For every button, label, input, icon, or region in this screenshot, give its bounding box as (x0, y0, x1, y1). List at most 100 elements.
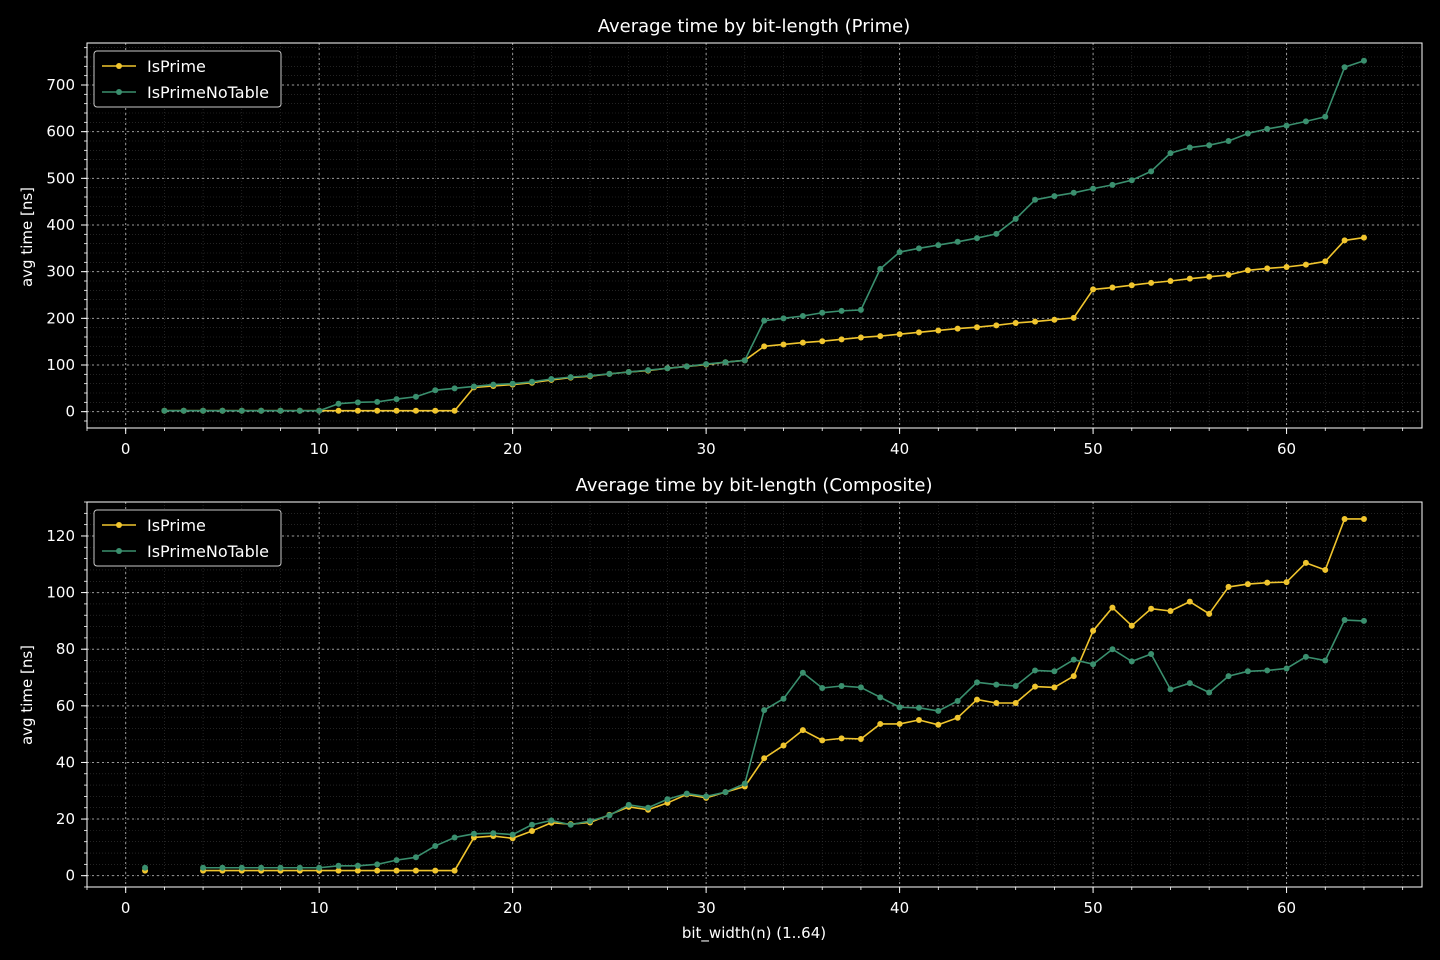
prime-isprime-point (935, 327, 942, 334)
composite-isprime-point (857, 735, 864, 742)
prime-ytick-label: 300 (46, 263, 75, 281)
prime-isprime-point (1206, 273, 1213, 280)
composite-isprimenotable-point (799, 669, 806, 676)
composite-isprime-point (1186, 598, 1193, 605)
prime-isprime-point (1012, 320, 1019, 326)
prime-isprime-point (1225, 271, 1232, 278)
prime-isprime-point (1244, 267, 1251, 274)
prime-legend-isprimenotable-label: IsPrimeNoTable (147, 83, 269, 102)
prime-isprimenotable-point (548, 376, 555, 382)
composite-xtick-label: 30 (697, 899, 716, 917)
composite-isprime-point (335, 867, 342, 874)
composite-legend-isprimenotable-marker (116, 548, 122, 554)
composite-isprime-point (1206, 610, 1213, 617)
prime-isprime-point (1264, 265, 1271, 272)
composite-isprime-point (915, 716, 922, 723)
prime-isprime-point (896, 331, 903, 338)
composite-chart-legend: IsPrime IsPrimeNoTable (93, 509, 282, 567)
composite-isprimenotable-point (1206, 689, 1213, 696)
composite-isprime-point (974, 696, 980, 703)
prime-chart-grid (86, 43, 1422, 428)
composite-isprimenotable-point (761, 707, 768, 714)
prime-isprime-point (915, 329, 922, 336)
composite-isprimenotable-point (625, 801, 632, 808)
composite-isprimenotable-point (1032, 667, 1039, 674)
prime-isprime-point (1283, 264, 1290, 270)
prime-isprimenotable-point (819, 309, 826, 316)
prime-xtick-label: 0 (121, 440, 131, 458)
prime-chart-ylabel: avg time [ns] (18, 187, 36, 287)
composite-isprimenotable-point (238, 864, 245, 871)
prime-isprimenotable-point (1070, 189, 1077, 196)
composite-isprime-point (761, 755, 768, 762)
composite-legend-box (93, 509, 282, 567)
prime-isprime-point (838, 336, 845, 343)
composite-ytick-label: 100 (46, 584, 75, 602)
prime-isprimenotable-point (354, 399, 361, 406)
composite-isprimenotable-point (470, 830, 477, 837)
composite-isprime-point (1322, 566, 1329, 573)
prime-isprimenotable-point (896, 249, 903, 256)
composite-isprimenotable-point (935, 707, 942, 714)
prime-isprimenotable-point (470, 383, 477, 390)
prime-isprimenotable-point (683, 363, 690, 370)
composite-isprimenotable-point (258, 864, 265, 871)
prime-isprimenotable-point (703, 361, 710, 368)
prime-xtick-label: 10 (310, 440, 329, 458)
composite-isprimenotable-point (1167, 686, 1174, 693)
prime-isprimenotable-point (664, 365, 671, 372)
prime-isprimenotable-point (393, 396, 400, 403)
composite-chart-ylabel: avg time [ns] (18, 645, 36, 745)
composite-isprime-point (1341, 515, 1348, 522)
prime-ytick-label: 500 (46, 169, 75, 187)
prime-isprimenotable-point (722, 359, 729, 366)
composite-xtick-label: 10 (310, 899, 329, 917)
prime-isprimenotable-point (857, 306, 864, 313)
composite-isprime-point (1148, 605, 1155, 612)
prime-isprimenotable-point (838, 307, 845, 314)
prime-isprimenotable-point (587, 372, 594, 379)
composite-isprime-point (1283, 579, 1290, 586)
prime-isprimenotable-point (625, 369, 632, 375)
prime-ytick-label: 0 (65, 403, 75, 421)
prime-isprimenotable-point (1167, 150, 1174, 157)
prime-isprimenotable-point (1148, 168, 1155, 175)
prime-isprimenotable-point (161, 407, 168, 414)
composite-isprimenotable-point (1148, 651, 1155, 658)
composite-isprimenotable-point (1264, 667, 1271, 674)
composite-isprime-point (1090, 627, 1097, 634)
composite-isprimenotable-point (567, 821, 574, 828)
composite-isprimenotable-point (490, 830, 497, 837)
prime-isprime-point (877, 333, 884, 340)
composite-chart-ticks: 0 10 20 30 40 50 60 0 20 40 60 80 100 120 (46, 501, 1404, 917)
prime-isprimenotable-point (316, 407, 323, 414)
prime-isprime-point (1167, 278, 1174, 284)
prime-isprimenotable-point (200, 407, 207, 414)
prime-isprime-point (974, 324, 980, 331)
prime-isprime-point (1186, 275, 1193, 282)
prime-isprimenotable-point (335, 400, 342, 407)
prime-isprime-point (412, 407, 419, 414)
composite-chart-series (142, 515, 1367, 874)
prime-isprimenotable-point (277, 407, 284, 414)
prime-isprime-point (1051, 316, 1058, 323)
prime-isprime-point (761, 343, 768, 350)
composite-isprime-point (1070, 673, 1077, 680)
prime-legend-isprime-label: IsPrime (147, 57, 206, 76)
composite-ytick-label: 20 (56, 810, 75, 828)
composite-isprimenotable-point (1070, 656, 1077, 663)
prime-legend-isprimenotable-marker (116, 89, 122, 95)
composite-ytick-label: 40 (56, 753, 75, 771)
prime-isprimenotable-point (935, 242, 942, 249)
composite-isprimenotable-point (1322, 657, 1329, 664)
prime-isprimenotable-point (1283, 122, 1290, 129)
prime-isprimenotable-point (490, 381, 497, 388)
composite-isprime-point (432, 867, 439, 874)
prime-isprimenotable-point (1322, 113, 1329, 120)
composite-isprimenotable-point (780, 695, 787, 702)
composite-isprimenotable-point (219, 864, 226, 871)
composite-isprime-point (819, 737, 826, 744)
prime-isprime-point (857, 334, 864, 341)
prime-isprime-point (1090, 286, 1097, 293)
prime-isprime-point (1302, 261, 1309, 268)
